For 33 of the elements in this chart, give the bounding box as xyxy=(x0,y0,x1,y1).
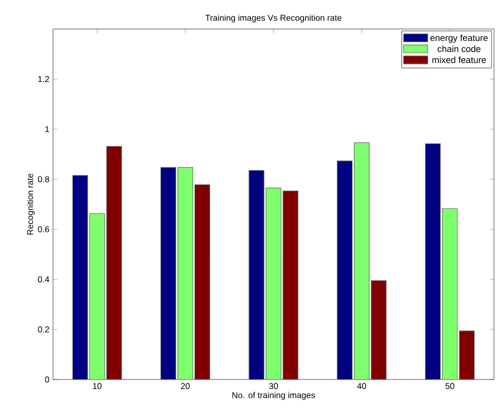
bar xyxy=(459,330,475,380)
bar xyxy=(106,146,122,380)
bar xyxy=(336,160,352,380)
y-axis-title: Recognition rate xyxy=(26,174,35,235)
y-tick-label: 0.6 xyxy=(38,226,50,232)
x-tick-label: 20 xyxy=(180,383,190,390)
bar xyxy=(266,188,282,380)
legend-label: energy feature xyxy=(430,34,488,43)
chart-title: Training images Vs Recognition rate xyxy=(205,14,342,22)
bar xyxy=(248,170,264,380)
y-tick-label: 0 xyxy=(45,376,50,383)
bar xyxy=(89,213,105,380)
legend-label: mixed feature xyxy=(432,56,486,64)
bar xyxy=(282,190,298,380)
bar xyxy=(425,143,441,380)
y-tick-label: 1 xyxy=(45,126,50,132)
x-tick-label: 10 xyxy=(93,383,102,390)
y-tick-label: 1.2 xyxy=(38,76,50,82)
x-tick-label: 30 xyxy=(269,383,278,390)
bar xyxy=(72,175,88,380)
bar xyxy=(370,280,387,380)
bar xyxy=(178,167,194,380)
y-tick-label: 0.2 xyxy=(38,326,50,332)
legend-label: chain code xyxy=(438,45,480,52)
x-tick-label: 50 xyxy=(446,383,454,390)
x-axis-title: No. of training images xyxy=(232,392,315,400)
bar xyxy=(194,184,210,380)
bar xyxy=(354,142,370,380)
x-tick-label: 40 xyxy=(357,383,366,390)
y-tick-label: 0.4 xyxy=(38,276,50,282)
y-tick-label: 0.8 xyxy=(38,176,50,182)
bar xyxy=(442,208,458,380)
bar xyxy=(160,167,176,380)
